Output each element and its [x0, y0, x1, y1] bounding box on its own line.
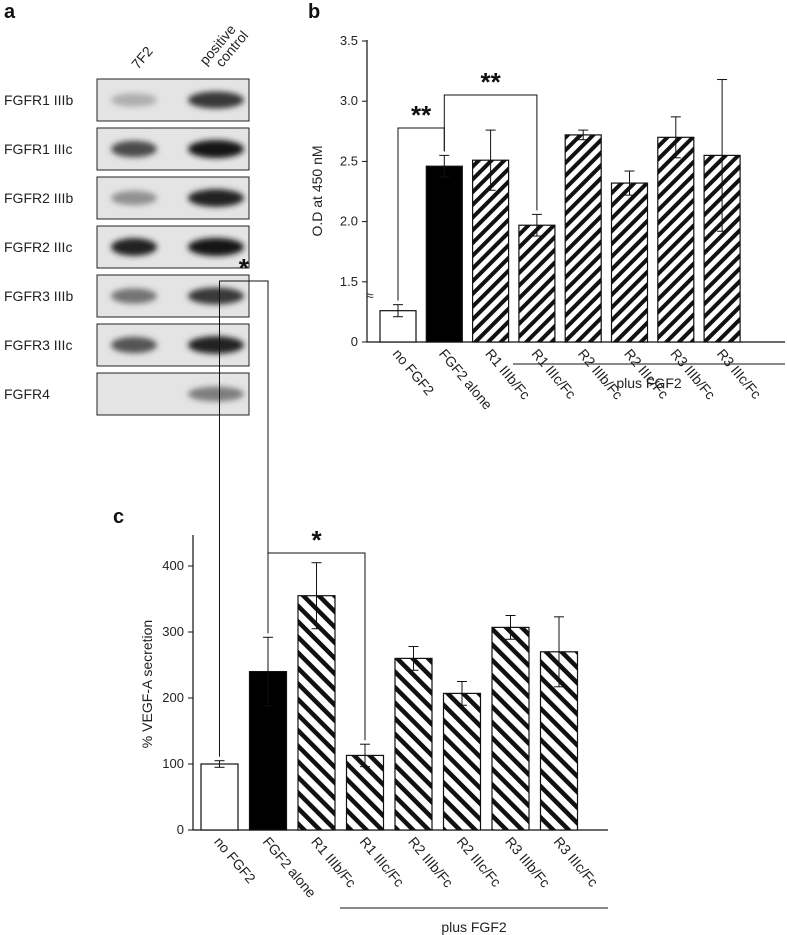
y-tick-label: 2.5	[340, 153, 358, 168]
y-tick-label: 100	[162, 756, 184, 771]
blot-band	[188, 140, 244, 158]
bar	[518, 224, 556, 343]
category-label: R3 IIIb/Fc	[502, 834, 553, 891]
blot-band	[111, 140, 157, 158]
y-tick-label: 200	[162, 690, 184, 705]
blot-row-label: FGFR3 IIIc	[4, 337, 72, 353]
category-label: R1 IIIb/Fc	[308, 834, 359, 891]
significance-bracket	[443, 94, 538, 211]
category-label: R3 IIIc/Fc	[714, 346, 765, 402]
y-tick-label: 3.0	[340, 93, 358, 108]
panel-b-letter: b	[308, 1, 320, 23]
bar	[345, 754, 385, 831]
blot-band	[188, 189, 244, 207]
y-axis-label: O.D at 450 nM	[309, 145, 325, 236]
bar	[297, 595, 336, 831]
bar	[425, 165, 463, 343]
category-label: R1 IIIc/Fc	[529, 346, 580, 402]
y-tick-label: 0	[177, 822, 184, 837]
significance-label: **	[480, 67, 501, 97]
blot-band	[111, 336, 157, 354]
category-label: no FGF2	[390, 346, 438, 399]
blot-row-label: FGFR2 IIIc	[4, 239, 72, 255]
blot-band	[188, 91, 244, 109]
significance-bracket	[267, 552, 366, 741]
significance-label: *	[311, 525, 322, 555]
axis-break-mark: ≈	[366, 288, 373, 303]
y-tick-label: 0	[351, 334, 358, 349]
bar	[200, 763, 239, 831]
category-label: R3 IIIc/Fc	[551, 834, 602, 890]
category-label: R1 IIIc/Fc	[357, 834, 408, 890]
blot-band	[111, 93, 157, 107]
blot-band	[111, 288, 157, 304]
blot-row-label: FGFR1 IIIb	[4, 92, 73, 108]
category-label: no FGF2	[211, 834, 259, 887]
blot-band	[188, 238, 244, 256]
category-label: R2 IIIc/Fc	[621, 346, 672, 402]
y-tick-label: 300	[162, 624, 184, 639]
blot-band	[111, 190, 157, 206]
category-label: R2 IIIb/Fc	[405, 834, 456, 891]
panel-a-letter: a	[4, 1, 16, 23]
bar	[394, 657, 433, 831]
blot-band	[111, 238, 157, 256]
significance-bracket	[219, 280, 269, 757]
blot-row-label: FGFR3 IIIb	[4, 288, 73, 304]
blot-row-label: FGFR1 IIIc	[4, 141, 72, 157]
blot-row-label: FGFR2 IIIb	[4, 190, 73, 206]
panel-c-letter: c	[113, 506, 124, 528]
blot-band	[188, 336, 244, 354]
significance-label: **	[411, 100, 432, 130]
lane-label-7f2: 7F2	[128, 43, 156, 72]
bar	[610, 182, 649, 343]
category-label: R2 IIIc/Fc	[454, 834, 505, 890]
y-tick-label: 400	[162, 558, 184, 573]
y-tick-label: 3.5	[340, 33, 358, 48]
y-tick-label: 2.0	[340, 214, 358, 229]
bar	[657, 136, 695, 343]
significance-label: *	[239, 253, 250, 283]
blot-band	[188, 386, 244, 402]
bar	[442, 692, 482, 831]
group-label: plus FGF2	[616, 375, 682, 391]
blot-row-label: FGFR4	[4, 386, 50, 402]
y-axis-label: % VEGF-A secretion	[139, 620, 155, 748]
bar	[564, 134, 602, 343]
bar	[491, 626, 530, 831]
blot-band	[188, 287, 244, 305]
group-label: plus FGF2	[441, 919, 507, 935]
y-tick-label: 1.5	[340, 274, 358, 289]
